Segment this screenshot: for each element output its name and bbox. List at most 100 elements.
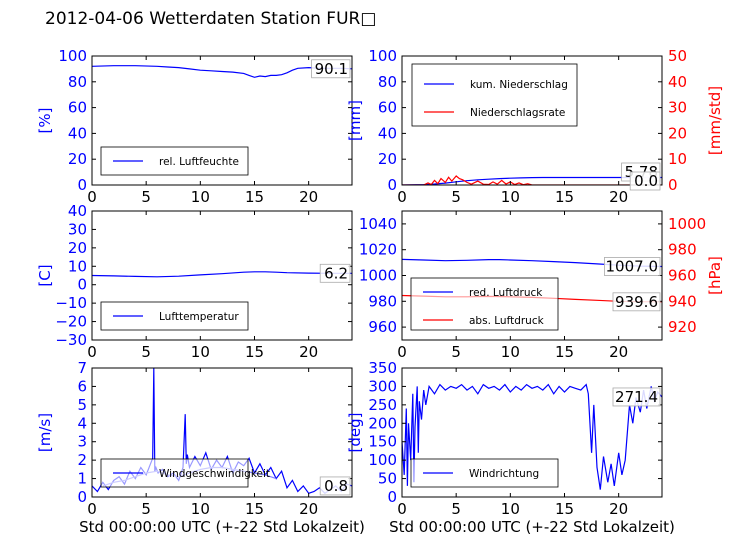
y-tick-label: 100	[58, 47, 87, 65]
legend-box	[411, 63, 578, 127]
x-tick-label: 10	[191, 343, 210, 361]
y-tick-label: 350	[368, 359, 397, 377]
x-tick-label: 5	[141, 188, 151, 206]
last-value-box-2: 939.6	[615, 293, 658, 311]
x-axis-label: Std 00:00:00 UTC (+-22 Std Lokalzeit)	[79, 518, 365, 536]
y2-tick-label: 20	[668, 124, 687, 142]
legend-label: rel. Luftfeuchte	[159, 156, 239, 168]
x-tick-label: 10	[501, 500, 520, 518]
x-tick-label: 0	[397, 188, 407, 206]
y-tick-label: 1	[77, 470, 87, 488]
y-tick-label: 3	[77, 433, 87, 451]
legend-label: Windgeschwindigkeit	[159, 468, 270, 480]
series-line-lufttemperatur	[92, 271, 352, 278]
last-value-box-2: 0.0	[634, 172, 658, 190]
last-value-box-frame	[311, 59, 351, 79]
y-axis-label: [%]	[36, 108, 54, 134]
x-tick-label: 20	[299, 343, 318, 361]
y2-tick-label: 0	[668, 176, 678, 194]
axes-frame	[91, 210, 353, 341]
last-value-box: 271.4	[615, 388, 658, 406]
y-axis-label: [C]	[36, 264, 54, 286]
x-tick-label: 10	[501, 188, 520, 206]
last-value-box-frame	[319, 476, 351, 496]
y-tick-label: 7	[77, 359, 87, 377]
y-tick-label: 5	[77, 396, 87, 414]
x-tick-label: 5	[451, 343, 461, 361]
legend-label: Lufttemperatur	[159, 311, 239, 323]
y2-tick-label: 960	[668, 267, 697, 285]
x-tick-label: 15	[555, 343, 574, 361]
y-tick-label: 80	[378, 73, 397, 91]
y-tick-label: 50	[378, 470, 397, 488]
y-tick-label: 100	[368, 451, 397, 469]
y-tick-label: 20	[378, 150, 397, 168]
y-tick-label: 0	[387, 176, 397, 194]
y-tick-label: 10	[68, 257, 87, 275]
x-tick-label: 5	[451, 500, 461, 518]
x-tick-label: 20	[609, 500, 628, 518]
x-tick-label: 15	[555, 188, 574, 206]
x-tick-label: 10	[191, 188, 210, 206]
legend-label: abs. Luftdruck	[469, 315, 545, 327]
y-tick-label: 2	[77, 451, 87, 469]
y-tick-label: 60	[378, 99, 397, 117]
y2-tick-label: 1000	[668, 215, 706, 233]
y-tick-label: 200	[368, 414, 397, 432]
y2-tick-label: 50	[668, 47, 687, 65]
last-value-box: 1007.0	[606, 257, 659, 275]
y-tick-label: 40	[68, 202, 87, 220]
x-tick-label: 5	[451, 188, 461, 206]
y-tick-label: 1020	[359, 241, 397, 259]
x-tick-label: 20	[609, 343, 628, 361]
series-line-windrichtung	[402, 383, 662, 490]
last-value-box: 90.1	[315, 60, 348, 78]
y-tick-label: 4	[77, 414, 87, 432]
y-tick-label: 80	[68, 73, 87, 91]
last-value-box: 0.8	[324, 477, 348, 495]
y2-tick-label: 940	[668, 292, 697, 310]
y-tick-label: 6	[77, 377, 87, 395]
last-value-box-2-frame	[629, 171, 661, 191]
y-tick-label: −10	[55, 294, 87, 312]
x-tick-label: 0	[397, 500, 407, 518]
y-tick-label: 980	[368, 292, 397, 310]
y-tick-label: 0	[77, 488, 87, 506]
y-axis-label: [deg]	[346, 413, 364, 453]
y-tick-label: 20	[68, 239, 87, 257]
y-tick-label: 150	[368, 433, 397, 451]
legend-label: kum. Niederschlag	[470, 79, 568, 91]
y-tick-label: 300	[368, 377, 397, 395]
x-tick-label: 0	[397, 343, 407, 361]
x-tick-label: 5	[141, 500, 151, 518]
y-tick-label: 40	[378, 124, 397, 142]
last-value-box-2-frame	[612, 292, 661, 312]
y-tick-label: 20	[68, 150, 87, 168]
legend-box	[410, 277, 559, 331]
y-axis-label: [mm]	[346, 100, 364, 141]
x-tick-label: 15	[245, 500, 264, 518]
y-tick-label: 0	[77, 176, 87, 194]
y2-tick-label: 10	[668, 150, 687, 168]
x-tick-label: 0	[87, 188, 97, 206]
y2-tick-label: 980	[668, 241, 697, 259]
last-value-box-frame	[604, 257, 661, 276]
y-tick-label: 960	[368, 318, 397, 336]
series-line-niederschlagsrate	[402, 175, 662, 185]
last-value-box-frame	[319, 263, 351, 283]
y-tick-label: 100	[368, 47, 397, 65]
last-value-box: 6.2	[324, 264, 348, 282]
y2-tick-label: 920	[668, 318, 697, 336]
y-axis-label: [m/s]	[36, 413, 54, 452]
series-line-rel-luftfeuchte	[92, 65, 352, 78]
x-tick-label: 15	[555, 500, 574, 518]
x-tick-label: 15	[245, 343, 264, 361]
y2-axis-label: [mm/std]	[706, 86, 724, 155]
x-tick-label: 0	[87, 500, 97, 518]
x-axis-label: Std 00:00:00 UTC (+-22 Std Lokalzeit)	[389, 518, 675, 536]
legend-label: Windrichtung	[469, 468, 539, 480]
y-tick-label: −20	[55, 313, 87, 331]
y-tick-label: 1040	[359, 215, 397, 233]
figure-title: 2012-04-06 Wetterdaten Station FUR□	[45, 9, 377, 29]
